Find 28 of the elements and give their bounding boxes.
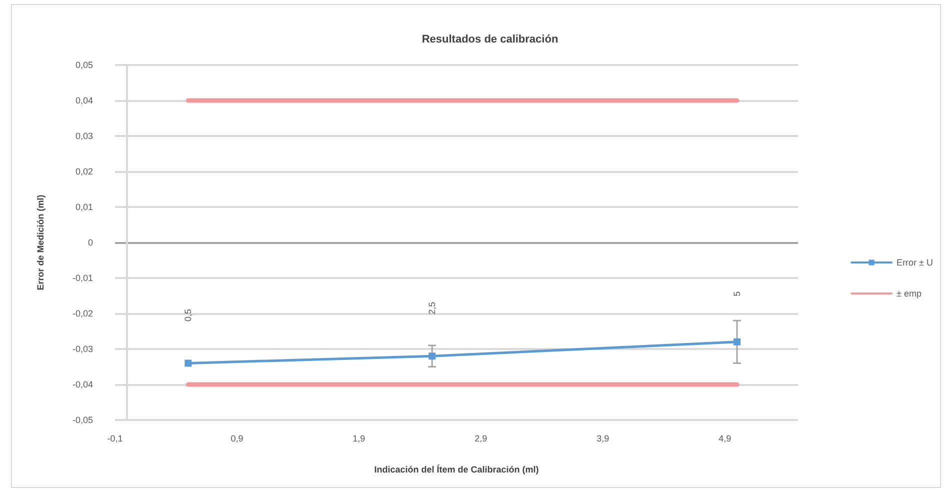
y-tick-label: 0,01 xyxy=(75,202,93,212)
chart-title: Resultados de calibración xyxy=(422,34,558,46)
point xyxy=(184,360,192,367)
y-tick-label: -0,03 xyxy=(72,344,93,354)
y-axis-title: Error de Medición (ml) xyxy=(36,194,46,290)
y-tick-label: -0,05 xyxy=(72,415,93,425)
x-tick-label: 2,9 xyxy=(474,434,488,444)
x-tick-label: 1,9 xyxy=(352,434,366,444)
annotation: 0,5 xyxy=(183,308,194,322)
y-tick-label: 0,04 xyxy=(75,96,93,106)
point xyxy=(428,352,436,360)
y-tick-label: -0,01 xyxy=(72,273,93,283)
x-axis-title: Indicación del Ítem de Calibración (ml) xyxy=(374,464,539,474)
y-tick-label: 0 xyxy=(88,238,93,248)
annotation: 2,5 xyxy=(427,302,438,314)
annotation: 5 xyxy=(732,291,742,296)
y-tick-label: 0,02 xyxy=(75,166,93,176)
y-tick-label: 0,05 xyxy=(75,60,93,70)
x-tick-label: -0,1 xyxy=(107,434,123,444)
y-tick-label: -0,04 xyxy=(72,380,93,390)
point xyxy=(734,338,741,346)
legend-label: Error ± U xyxy=(896,258,934,268)
y-tick-label: 0,03 xyxy=(75,131,93,141)
y-tick-label: -0,02 xyxy=(72,308,93,318)
legend-label: ± emp xyxy=(896,288,922,298)
x-tick-label: 3,9 xyxy=(596,434,610,444)
x-tick-label: 4,9 xyxy=(718,434,732,444)
x-tick-label: 0,9 xyxy=(230,434,244,444)
